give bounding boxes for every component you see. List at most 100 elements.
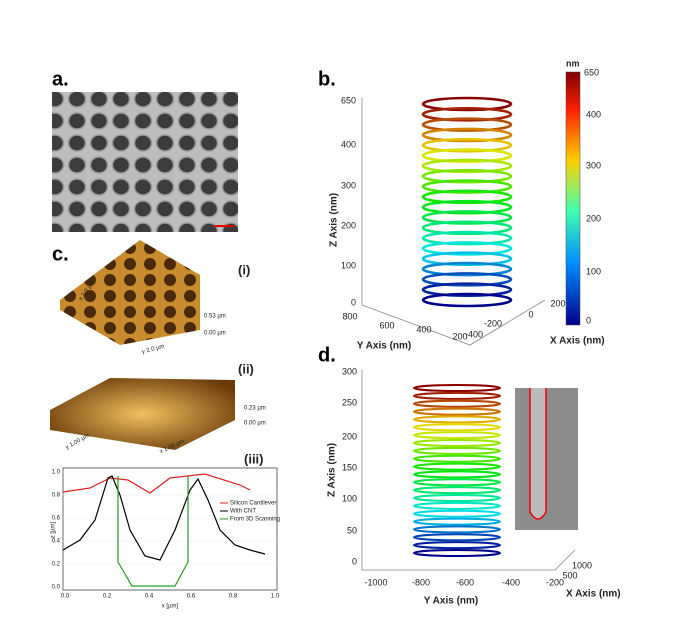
tick-label: 1.0 <box>52 470 61 476</box>
helix-ring <box>421 241 513 256</box>
helix-ring <box>413 494 501 502</box>
sub-label: (iii) <box>244 451 264 466</box>
helix-ring <box>421 220 513 236</box>
axis-title: x [µm] <box>162 604 179 610</box>
helix-ring <box>413 501 501 510</box>
helix-ring <box>413 470 501 479</box>
helix-ring <box>421 199 513 215</box>
tick-label: 250 <box>342 397 357 407</box>
helix-ring <box>421 292 513 308</box>
curve <box>117 476 189 587</box>
tick-label: 200 <box>342 431 357 441</box>
tick-label: 1.0 <box>271 594 280 600</box>
tick-label: 200 <box>586 213 601 223</box>
tick-label: 0.2 <box>52 562 61 568</box>
tick-label: 0 <box>351 297 356 307</box>
helix-ring <box>413 525 501 534</box>
tick-label: 0.2 <box>103 594 112 600</box>
helix-ring <box>421 137 513 153</box>
panel-label: d. <box>318 344 336 366</box>
tick-label: -200 <box>484 318 502 328</box>
z-label: 0.00 µm <box>204 331 226 337</box>
tick-label: 300 <box>586 160 601 170</box>
colorbar <box>565 71 581 326</box>
tick-label: 400 <box>586 109 601 119</box>
helix-ring <box>413 446 501 455</box>
tick-label: -400 <box>502 577 520 587</box>
tick-label: 0.6 <box>187 594 196 600</box>
helix-ring <box>413 431 501 440</box>
axis-title: X Axis (nm) <box>566 589 621 600</box>
afm-image <box>50 378 235 450</box>
helix-ring <box>413 549 501 557</box>
sub-label: (i) <box>238 262 250 277</box>
axis-frame <box>361 98 546 346</box>
helix-ring <box>413 478 501 487</box>
tick-label: 200 <box>452 331 467 341</box>
tick-label: 0.6 <box>52 516 61 522</box>
plot-area <box>62 467 278 591</box>
helix-ring <box>413 399 501 408</box>
tick-label: -400 <box>465 329 483 339</box>
tick-label: 0.8 <box>229 594 238 600</box>
helix-ring <box>413 391 501 400</box>
helix <box>413 384 501 557</box>
helix-ring <box>421 127 513 143</box>
tick-label: 0.0 <box>61 594 70 600</box>
z-label: 0.23 µm <box>244 406 266 412</box>
tick-label: 500 <box>562 570 577 580</box>
tick-label: 300 <box>341 180 356 190</box>
helix-ring <box>421 272 513 287</box>
tick-label: -600 <box>456 577 474 587</box>
tick-label: 650 <box>584 67 599 77</box>
afm-image <box>60 240 200 345</box>
helix-ring <box>421 148 513 163</box>
helix-ring <box>413 439 501 447</box>
curve <box>62 475 266 561</box>
tick-label: 0 <box>528 309 533 319</box>
helix-ring <box>421 179 513 194</box>
tick-label: 200 <box>341 220 356 230</box>
axis-title: z [µm] <box>51 521 57 538</box>
tick-label: 50 <box>347 525 357 535</box>
axis-title: X Axis (nm) <box>550 336 605 347</box>
helix-ring <box>413 486 501 495</box>
tick-label: -1000 <box>364 577 387 587</box>
tick-label: -800 <box>412 577 430 587</box>
sem-image <box>52 92 238 232</box>
helix-ring <box>413 509 501 518</box>
helix-ring <box>413 384 501 392</box>
helix-ring <box>413 517 501 526</box>
tick-label: 200 <box>550 298 565 308</box>
helix <box>421 96 513 308</box>
tick-label: -200 <box>546 577 564 587</box>
axis-frame <box>361 370 576 571</box>
axis-label: y 2.0 µm <box>141 344 165 356</box>
helix-ring <box>413 454 501 463</box>
panel-label: c. <box>52 243 69 265</box>
helix-ring <box>413 541 501 550</box>
axis-title: Z Axis (nm) <box>327 443 338 497</box>
tick-label: 0.0 <box>52 585 61 591</box>
helix-ring <box>421 158 513 174</box>
curve <box>62 473 251 494</box>
sub-label: (ii) <box>238 361 254 376</box>
axis-title: Y Axis (nm) <box>357 341 411 352</box>
tick-label: 150 <box>342 462 357 472</box>
panel-label: a. <box>52 68 69 90</box>
legend: Silicon Cantilever With CNT From 3D Scan… <box>220 501 280 523</box>
z-ticks: 300 250 200 150 100 50 0 <box>342 366 357 566</box>
z-ticks: 650 400 300 200 100 0 <box>341 95 356 307</box>
helix-ring <box>421 251 513 267</box>
axis-title: Z Axis (nm) <box>329 193 340 247</box>
tick-label: 100 <box>586 266 601 276</box>
helix-ring <box>413 462 501 471</box>
helix-ring <box>421 117 513 132</box>
tick-label: 800 <box>342 311 357 321</box>
helix-ring <box>421 261 513 277</box>
inset-outline <box>529 388 547 520</box>
tick-label: 400 <box>416 324 431 334</box>
colorbar-unit: nm <box>566 58 580 68</box>
legend-label: Silicon Cantilever <box>230 501 276 507</box>
